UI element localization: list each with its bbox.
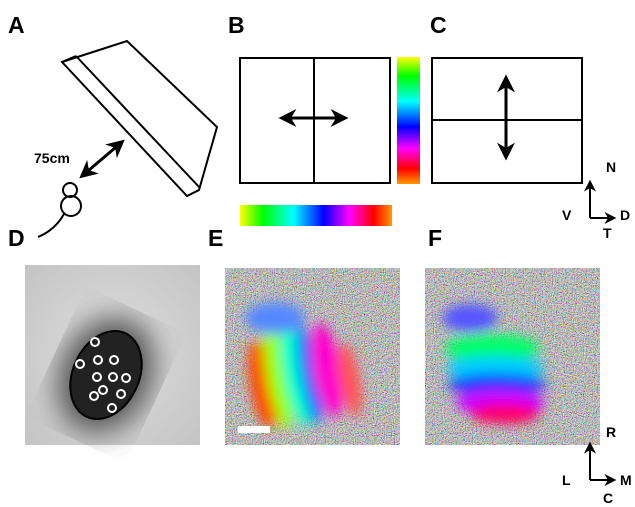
compass-label: L: [562, 472, 571, 488]
compass-label: C: [603, 490, 613, 506]
compass-label: M: [620, 472, 632, 488]
monitor: [60, 39, 219, 198]
panel-label: F: [428, 225, 442, 251]
compass-label: R: [606, 424, 616, 440]
panel-label: C: [430, 12, 447, 38]
compass-label: V: [562, 207, 572, 223]
panel-label: D: [8, 225, 25, 251]
compass-label: N: [606, 159, 616, 175]
vessel-image: [25, 265, 200, 445]
compass-label: T: [603, 225, 612, 241]
compass-label: D: [620, 207, 630, 223]
mouse: [37, 182, 82, 238]
azimuth-map: [225, 268, 400, 445]
color-bar: [240, 205, 392, 226]
orientation-compass: N V D T: [562, 159, 630, 241]
distance-label: 75cm: [34, 150, 70, 166]
panel-label: B: [228, 12, 245, 38]
orientation-compass: R L M C: [562, 424, 632, 506]
elevation-map: [425, 268, 600, 445]
distance-arrow: [79, 139, 125, 179]
panel-label: E: [208, 225, 223, 251]
panel-label: A: [8, 12, 25, 38]
color-bar: [397, 57, 420, 184]
